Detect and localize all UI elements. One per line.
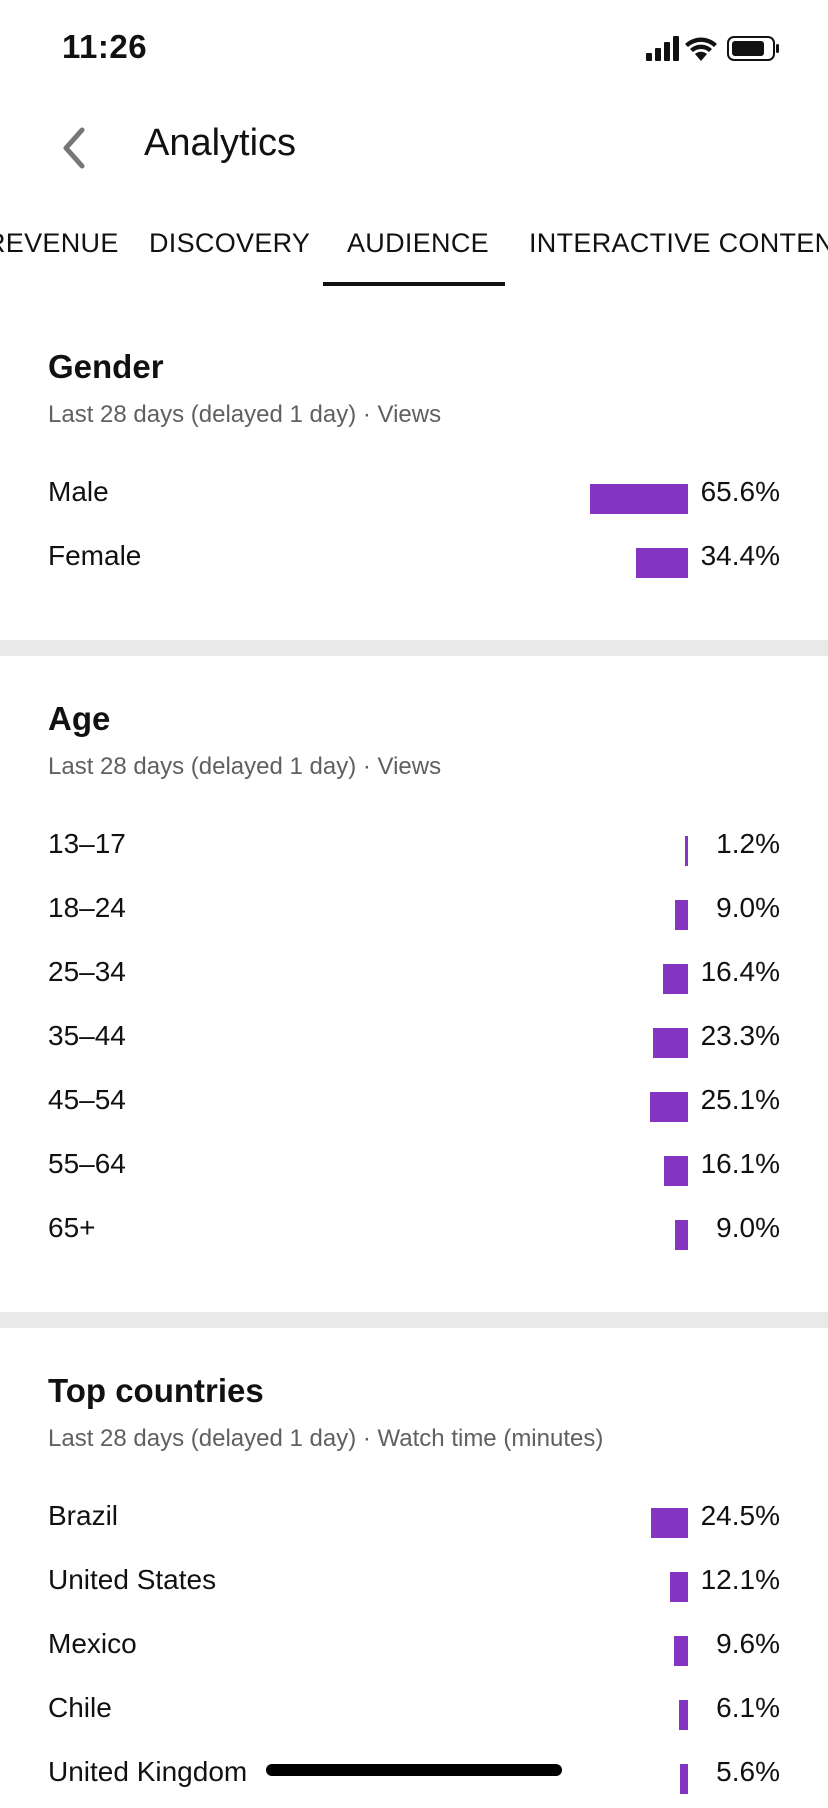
tab-bar: REVENUE DISCOVERY AUDIENCE INTERACTIVE C… (0, 198, 828, 288)
row-bar (636, 548, 688, 578)
status-time: 11:26 (62, 28, 148, 65)
row-bar (679, 1764, 688, 1794)
row-value: 25.1% (700, 1084, 780, 1115)
section-divider (0, 640, 828, 656)
gender-row: Female 34.4% (0, 526, 828, 590)
age-row: 35–44 23.3% (0, 1006, 828, 1070)
row-label: 55–64 (48, 1148, 126, 1179)
page-title: Analytics (144, 122, 297, 164)
tab-audience[interactable]: AUDIENCE (347, 228, 489, 258)
row-value: 12.1% (700, 1564, 780, 1595)
row-value: 9.6% (716, 1628, 780, 1659)
signal-icon (646, 36, 679, 61)
age-row: 13–17 1.2% (0, 814, 828, 878)
gender-title: Gender (48, 348, 164, 385)
age-row: 18–24 9.0% (0, 878, 828, 942)
row-label: United States (48, 1564, 217, 1595)
signal-wifi-battery-icons (646, 36, 779, 61)
tab-revenue[interactable]: REVENUE (0, 228, 119, 258)
age-row: 55–64 16.1% (0, 1134, 828, 1198)
country-row: United States 12.1% (0, 1550, 828, 1614)
row-bar (663, 1156, 688, 1186)
wifi-icon (685, 37, 717, 61)
row-bar (663, 964, 688, 994)
chevron-left-icon (63, 127, 85, 169)
row-label: Female (48, 540, 142, 571)
top-countries-card: Top countries Last 28 days (delayed 1 da… (0, 1328, 828, 1808)
row-value: 1.2% (716, 828, 780, 859)
gender-row: Male 65.6% (0, 462, 828, 526)
row-value: 24.5% (700, 1500, 780, 1531)
row-label: 18–24 (48, 892, 126, 923)
tab-discovery[interactable]: DISCOVERY (149, 228, 311, 258)
status-icons (646, 34, 796, 64)
row-value: 6.1% (716, 1692, 780, 1723)
row-bar (685, 836, 688, 866)
status-bar: 11:26 (0, 0, 828, 100)
row-bar (673, 1636, 688, 1666)
age-subtitle: Last 28 days (delayed 1 day) · Views (48, 753, 442, 780)
row-value: 16.4% (700, 956, 780, 987)
row-label: Mexico (48, 1628, 137, 1659)
row-label: 13–17 (48, 828, 126, 859)
tab-interactive-content[interactable]: INTERACTIVE CONTENT (529, 228, 828, 258)
row-label: Brazil (48, 1500, 119, 1531)
row-value: 23.3% (700, 1020, 780, 1051)
row-bar (674, 900, 688, 930)
row-label: United Kingdom (48, 1756, 248, 1787)
row-value: 16.1% (700, 1148, 780, 1179)
age-row: 25–34 16.4% (0, 942, 828, 1006)
row-label: 65+ (48, 1212, 96, 1243)
row-label: Male (48, 476, 109, 507)
row-value: 5.6% (716, 1756, 780, 1787)
row-bar (590, 484, 688, 514)
age-row: 65+ 9.0% (0, 1198, 828, 1262)
row-bar (650, 1092, 688, 1122)
gender-card: Gender Last 28 days (delayed 1 day) · Vi… (0, 288, 828, 640)
country-row: Chile 6.1% (0, 1678, 828, 1742)
selected-tab-indicator (323, 282, 505, 286)
row-bar (651, 1508, 688, 1538)
battery-icon (727, 36, 779, 61)
country-row: Mexico 9.6% (0, 1614, 828, 1678)
row-bar (669, 1572, 688, 1602)
home-indicator[interactable] (266, 1764, 562, 1776)
row-bar (674, 1220, 688, 1250)
back-button[interactable] (46, 118, 106, 178)
row-label: 35–44 (48, 1020, 126, 1051)
age-title: Age (48, 700, 111, 737)
gender-subtitle: Last 28 days (delayed 1 day) · Views (48, 401, 442, 428)
top-countries-subtitle: Last 28 days (delayed 1 day) · Watch tim… (48, 1425, 604, 1452)
row-label: 45–54 (48, 1084, 126, 1115)
age-card: Age Last 28 days (delayed 1 day) · Views… (0, 656, 828, 1312)
top-countries-title: Top countries (48, 1372, 264, 1409)
section-divider (0, 1312, 828, 1328)
app-header: Analytics (0, 100, 828, 199)
row-value: 65.6% (700, 476, 780, 507)
country-row: Brazil 24.5% (0, 1486, 828, 1550)
row-bar (653, 1028, 688, 1058)
row-value: 34.4% (700, 540, 780, 571)
main-content: Gender Last 28 days (delayed 1 day) · Vi… (0, 288, 828, 1808)
country-row: United Kingdom 5.6% (0, 1742, 828, 1806)
row-bar (678, 1700, 688, 1730)
row-label: Chile (48, 1692, 112, 1723)
row-value: 9.0% (716, 1212, 780, 1243)
row-label: 25–34 (48, 956, 126, 987)
row-value: 9.0% (716, 892, 780, 923)
age-row: 45–54 25.1% (0, 1070, 828, 1134)
